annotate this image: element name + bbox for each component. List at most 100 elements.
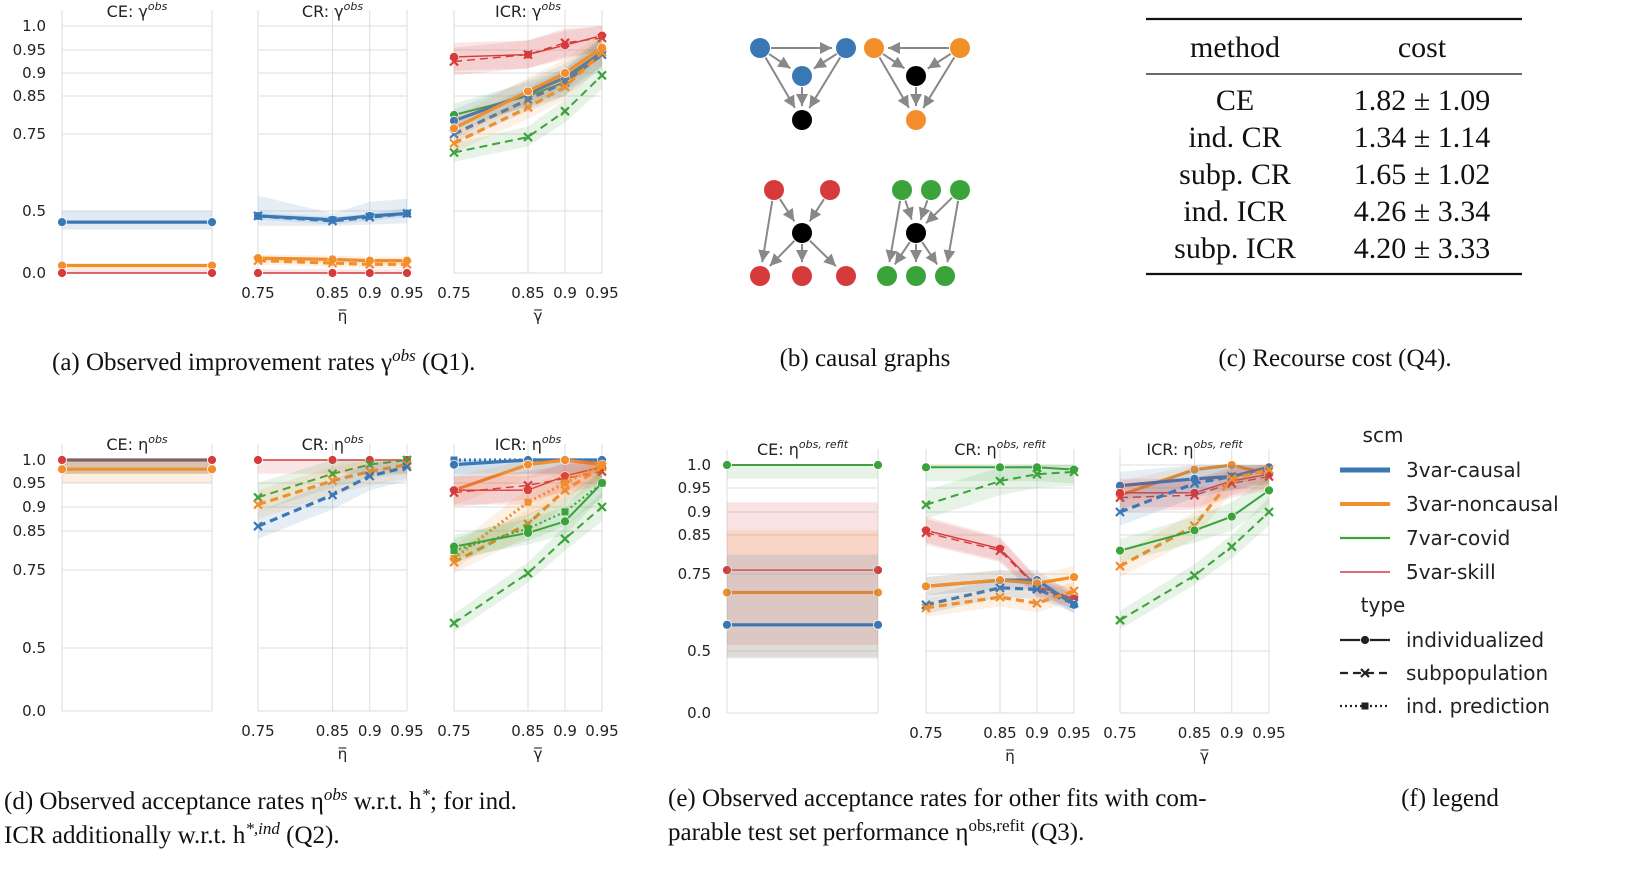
x-tick-label: 0.85 — [511, 284, 544, 302]
data-point — [598, 479, 606, 487]
panel-e_icr: 0.75 0.85 0.9 0.95 γ̅ ICR: ηobs, refit — [1103, 438, 1285, 765]
confidence-band — [926, 581, 1074, 618]
data-point — [873, 619, 883, 630]
x-axis-label: η̅ — [338, 745, 348, 763]
series-line — [453, 46, 603, 130]
y-tick-label: 0.9 — [22, 64, 46, 82]
data-point — [1115, 561, 1125, 571]
data-point — [524, 498, 532, 506]
graph-node — [792, 266, 812, 286]
series-line — [257, 459, 408, 499]
confidence-band — [62, 269, 212, 273]
data-point — [1264, 471, 1274, 482]
graph-node — [906, 266, 926, 286]
x-tick-label: 0.9 — [553, 284, 577, 302]
graph-edge — [764, 56, 796, 109]
x-axis-label: γ̅ — [534, 745, 543, 763]
legend-marker — [1361, 702, 1369, 710]
panel-a_icr: 0.75 0.85 0.9 0.95 γ̅ ICR: γobs — [437, 0, 618, 325]
data-point — [1115, 507, 1125, 517]
data-point — [873, 565, 883, 575]
confidence-band — [926, 465, 1074, 519]
graph-node — [836, 266, 856, 286]
data-point — [523, 459, 533, 470]
series-7var-covid-indprediction — [450, 469, 606, 563]
data-point — [560, 485, 570, 495]
data-point — [364, 268, 375, 278]
data-point — [995, 476, 1005, 486]
data-point — [597, 49, 607, 60]
series-7var-covid-individualized — [921, 462, 1079, 484]
series-7var-covid-subpopulation — [449, 61, 607, 162]
series-line — [1120, 473, 1270, 494]
x-tick-label: 0.75 — [437, 284, 470, 302]
data-point — [597, 502, 607, 512]
data-point — [449, 56, 459, 67]
data-point — [364, 459, 375, 470]
data-point — [327, 475, 338, 486]
y-axis-d: 0.0 0.5 0.75 0.85 0.9 0.95 1.0 — [13, 451, 46, 720]
graph-edge — [893, 241, 911, 265]
graph-node — [820, 180, 840, 200]
data-point — [1069, 586, 1079, 596]
data-point — [207, 268, 217, 278]
series-line — [453, 37, 603, 63]
x-tick-label: 0.85 — [316, 284, 349, 302]
y-tick-label: 0.9 — [22, 498, 46, 516]
graph-edge — [813, 53, 838, 70]
data-point — [253, 499, 263, 510]
data-point — [523, 86, 533, 97]
data-point — [1032, 462, 1042, 473]
graph-node — [864, 38, 884, 58]
data-point — [449, 487, 459, 498]
x-tick-label: 0.95 — [1057, 724, 1090, 742]
x-tick-label: 0.95 — [390, 284, 423, 302]
data-point — [560, 534, 570, 544]
data-point — [597, 33, 607, 43]
data-point — [995, 545, 1005, 556]
confidence-band — [62, 462, 212, 483]
series-line — [1119, 468, 1270, 568]
panel-title: CE: ηobs — [106, 433, 168, 454]
data-point — [995, 592, 1005, 602]
table-cell-cost: 1.34 ± 1.14 — [1354, 121, 1490, 154]
graph-node — [892, 180, 912, 200]
confidence-band — [454, 26, 602, 71]
data-point — [873, 587, 883, 598]
confidence-band — [454, 460, 602, 570]
data-point — [1226, 541, 1237, 552]
graph-node — [950, 180, 970, 200]
panel-title: CE: γobs — [107, 0, 168, 21]
y-tick-label: 0.0 — [687, 704, 711, 722]
series-line — [257, 465, 408, 528]
graph-edge — [922, 56, 956, 109]
series-line — [926, 466, 1075, 471]
x-tick-label: 0.95 — [390, 722, 423, 740]
x-tick-label: 0.95 — [1252, 724, 1285, 742]
y-tick-label: 0.75 — [678, 565, 711, 583]
data-point — [449, 147, 459, 158]
series-line — [453, 506, 603, 624]
data-point — [57, 464, 67, 475]
data-point — [253, 521, 263, 531]
series-7var-covid-individualized — [1115, 476, 1274, 563]
series-line — [257, 259, 407, 266]
x-tick-label: 0.9 — [358, 722, 382, 740]
caption-c: (c) Recourse cost (Q4). — [1218, 345, 1451, 372]
panel-d_icr: 0.75 0.85 0.9 0.95 γ̅ ICR: ηobs — [437, 433, 618, 763]
y-tick-label: 0.75 — [13, 561, 46, 579]
series-7var-covid-individualized — [722, 460, 883, 479]
data-point — [327, 469, 338, 479]
series-line — [925, 575, 1075, 588]
confidence-band — [454, 460, 602, 507]
series-line — [925, 589, 1075, 610]
confidence-band — [454, 35, 602, 127]
data-point — [327, 490, 338, 500]
x-tick-label: 0.75 — [241, 284, 274, 302]
legend-marker — [1360, 635, 1370, 645]
confidence-band — [454, 460, 602, 574]
data-point — [722, 565, 732, 575]
data-point — [995, 462, 1005, 473]
series-5var-skill-subpopulation — [449, 26, 607, 76]
data-point — [921, 603, 931, 613]
